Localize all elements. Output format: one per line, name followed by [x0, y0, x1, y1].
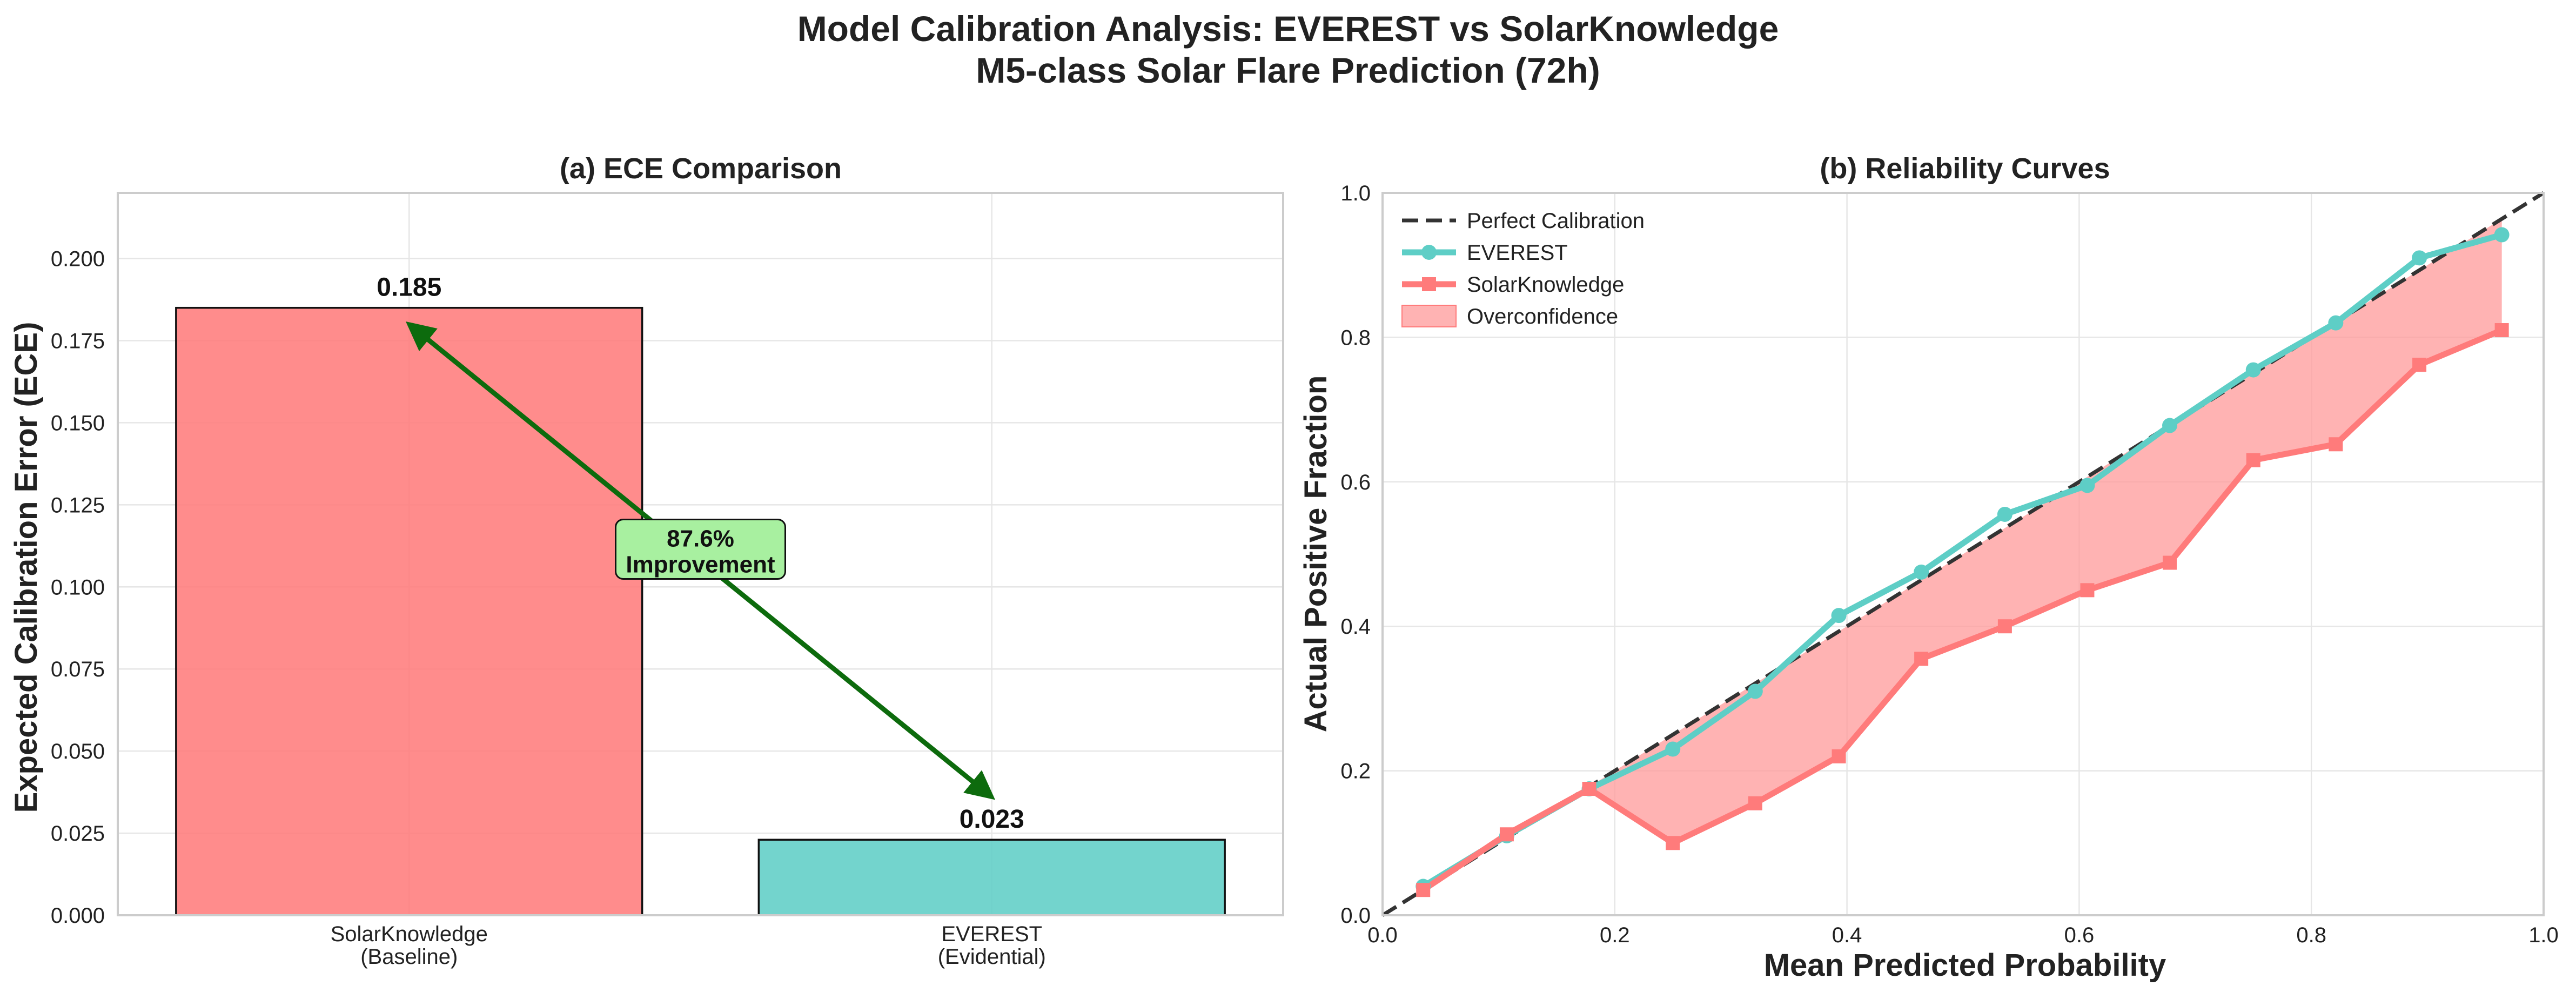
legend-perfect-label: Perfect Calibration — [1467, 209, 1645, 233]
solarknowledge-point — [1416, 883, 1431, 897]
improvement-label: Improvement — [626, 552, 775, 578]
reliability-chart: (b) Reliability Curves Mean Predicted Pr… — [1298, 152, 2559, 983]
everest-point — [1665, 741, 1681, 757]
bar-chart-ticks: 0.000 0.025 0.050 0.075 0.100 0.125 0.150 0.175… — [51, 247, 1046, 969]
everest-point — [1747, 683, 1763, 699]
bar-chart-x-tick-label: SolarKnowledge — [331, 922, 488, 946]
line-chart-y-tick-label: 0.2 — [1340, 760, 1371, 783]
bar-value-label: 0.023 — [960, 805, 1024, 834]
solarknowledge-point — [1914, 652, 1929, 666]
ece-bar-chart: (a) ECE Comparison Expected Calibration … — [9, 152, 1284, 969]
improvement-annotation: 87.6%Improvement — [405, 321, 996, 800]
solarknowledge-point — [2494, 323, 2509, 338]
bar-chart-y-tick-label: 0.000 — [51, 904, 105, 928]
figure-title-line1: Model Calibration Analysis: EVEREST vs S… — [797, 9, 1779, 49]
everest-line — [1421, 232, 2503, 889]
everest-point — [2162, 418, 2178, 433]
line-chart-x-tick-label: 0.6 — [2064, 923, 2095, 947]
solarknowledge-point — [2329, 437, 2343, 452]
bar-chart-x-tick-label: (Baseline) — [360, 945, 458, 969]
line-chart-y-tick-label: 0.6 — [1340, 471, 1371, 494]
improvement-percent: 87.6% — [667, 526, 734, 552]
bar-chart-y-tick-label: 0.125 — [51, 493, 105, 517]
solarknowledge-point — [2163, 555, 2177, 570]
legend-overconfidence-label: Overconfidence — [1467, 305, 1618, 328]
solarknowledge-point — [1997, 619, 2012, 634]
solarknowledge-point — [1499, 827, 1514, 842]
solarknowledge-point — [1666, 836, 1680, 850]
everest-point — [2079, 478, 2095, 493]
solarknowledge-point — [2080, 583, 2095, 598]
figure-title-line2: M5-class Solar Flare Prediction (72h) — [976, 50, 1600, 90]
bar-chart-y-axis-label: Expected Calibration Error (ECE) — [9, 322, 44, 813]
legend-solarknowledge-label: SolarKnowledge — [1467, 273, 1624, 297]
bar-chart-y-tick-label: 0.050 — [51, 740, 105, 763]
solarknowledge-point — [2246, 453, 2260, 467]
line-chart-ticks: 0.0 0.2 0.4 0.6 0.8 1.0 0.0 0.2 0.4 0.6 0.8 1.0 — [1340, 182, 2558, 947]
line-chart-x-tick-label: 0.8 — [2296, 923, 2326, 947]
bar-chart-y-tick-label: 0.025 — [51, 822, 105, 846]
line-chart-y-tick-label: 0.0 — [1340, 904, 1371, 928]
legend-everest-label: EVEREST — [1467, 241, 1568, 265]
bar-solarknowledge — [175, 306, 643, 916]
bar-chart-y-tick-label: 0.100 — [51, 575, 105, 599]
everest-point — [1914, 564, 1929, 580]
improvement-box — [615, 519, 786, 580]
legend-overconfidence-swatch — [1401, 305, 1457, 327]
everest-point — [2494, 227, 2510, 243]
bar-chart-title: (a) ECE Comparison — [560, 152, 842, 185]
everest-point — [2328, 315, 2344, 331]
line-chart-y-tick-label: 0.8 — [1340, 326, 1371, 350]
line-chart-x-axis-label: Mean Predicted Probability — [1764, 948, 2166, 983]
bar-chart-x-tick-label: EVEREST — [941, 922, 1042, 946]
line-chart-x-tick-label: 0.2 — [1600, 923, 1630, 947]
everest-point — [2412, 250, 2427, 266]
solarknowledge-point — [2412, 358, 2427, 372]
bar-value-label: 0.185 — [377, 273, 441, 302]
legend-everest-marker — [1421, 245, 1437, 260]
everest-point — [1997, 506, 2013, 522]
everest-point — [2245, 362, 2261, 378]
bar-chart-y-tick-label: 0.150 — [51, 411, 105, 435]
solarknowledge-line — [1421, 327, 2503, 893]
solarknowledge-point — [1748, 796, 1762, 810]
bar-chart-value-labels: 0.185 0.023 — [377, 273, 1024, 834]
line-chart-frame — [1381, 192, 2545, 916]
bar-chart-x-tick-label: (Evidential) — [938, 945, 1046, 969]
line-chart-x-tick-label: 1.0 — [2528, 923, 2559, 947]
everest-point — [1831, 608, 1847, 623]
line-chart-title: (b) Reliability Curves — [1820, 152, 2110, 185]
bar-chart-y-tick-label: 0.200 — [51, 247, 105, 271]
line-chart-y-tick-label: 0.4 — [1340, 615, 1371, 639]
bar-chart-y-tick-label: 0.175 — [51, 329, 105, 353]
bar-chart-y-tick-label: 0.075 — [51, 658, 105, 681]
line-chart-plot — [1381, 191, 2545, 917]
legend-solarknowledge-marker — [1422, 277, 1436, 291]
solarknowledge-point — [1832, 749, 1846, 763]
bar-everest — [757, 839, 1226, 916]
line-chart-legend: Perfect Calibration EVEREST SolarKnowledge… — [1401, 209, 1645, 328]
bar-chart-bars — [175, 306, 1226, 916]
line-chart-x-tick-label: 0.4 — [1832, 923, 1862, 947]
bar-chart-frame — [117, 192, 1284, 916]
line-chart-x-tick-label: 0.0 — [1367, 923, 1398, 947]
line-chart-y-axis-label: Actual Positive Fraction — [1298, 376, 1333, 733]
line-chart-y-tick-label: 1.0 — [1340, 182, 1371, 205]
solarknowledge-point — [1582, 782, 1596, 796]
